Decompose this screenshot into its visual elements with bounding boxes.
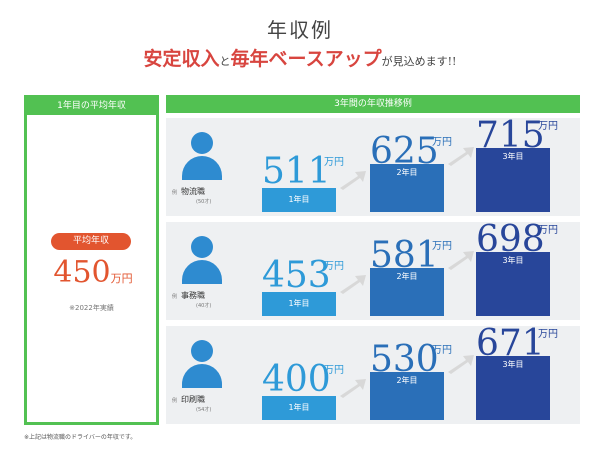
growth-arrow-icon xyxy=(446,248,476,276)
growth-arrow-icon xyxy=(446,352,476,380)
salary-unit: 万円 xyxy=(432,241,452,252)
year-1-bar: 1年目 xyxy=(262,396,336,420)
salary-unit: 万円 xyxy=(432,137,452,148)
growth-arrow-icon xyxy=(338,376,368,404)
salary-row: 例事務職 (40才) 453 万円 1年目 581 万円 2年目 698 万円 3年目 xyxy=(166,222,580,320)
year-1-salary: 511 万円 xyxy=(262,151,344,192)
role-name: 印刷職 xyxy=(181,395,206,404)
subtitle-and: と xyxy=(219,55,231,68)
example-tag: 例 xyxy=(172,398,178,404)
salary-unit: 万円 xyxy=(538,225,558,236)
subtitle-stable-income: 安定収入 xyxy=(143,48,220,70)
footer-note: ※上記は物流職のドライバーの年収です。 xyxy=(24,434,137,441)
salary-unit: 万円 xyxy=(324,261,344,272)
salary-number: 671 xyxy=(476,323,545,364)
right-panel-header: 3年間の年収推移例 xyxy=(166,95,580,113)
growth-arrow-icon xyxy=(338,272,368,300)
year-2-salary: 625 万円 xyxy=(370,131,452,172)
year-1-bar: 1年目 xyxy=(262,292,336,316)
year-3-salary: 698 万円 xyxy=(476,219,558,260)
salary-unit: 万円 xyxy=(432,345,452,356)
year-3-bar: 3年目 xyxy=(476,252,550,316)
year-2-bar: 2年目 xyxy=(370,268,444,316)
salary-number: 400 xyxy=(262,359,331,400)
salary-number: 698 xyxy=(476,219,545,260)
salary-number: 715 xyxy=(476,115,545,156)
salary-number: 581 xyxy=(370,235,439,276)
average-note: ※2022年実績 xyxy=(69,304,114,312)
year-2-bar: 2年目 xyxy=(370,372,444,420)
average-salary-unit: 万円 xyxy=(110,272,133,285)
salary-row: 例物流職 (50才) 511 万円 1年目 625 万円 2年目 715 万円 3年目 xyxy=(166,118,580,216)
subtitle-base-up: 毎年ベースアップ xyxy=(230,48,382,70)
salary-number: 625 xyxy=(370,131,439,172)
year-3-bar: 3年目 xyxy=(476,356,550,420)
average-badge: 平均年収 xyxy=(51,233,131,250)
salary-unit: 万円 xyxy=(538,329,558,340)
year-1-salary: 400 万円 xyxy=(262,359,344,400)
first-year-average-panel: 1年目の平均年収 平均年収 450万円 ※2022年実績 xyxy=(24,95,159,425)
year-1-salary: 453 万円 xyxy=(262,255,344,296)
age-label: (54才) xyxy=(196,407,212,413)
growth-arrow-icon xyxy=(338,168,368,196)
person-icon xyxy=(180,236,224,286)
example-tag: 例 xyxy=(172,294,178,300)
subtitle-expected: が見込めます!! xyxy=(381,55,457,68)
year-2-salary: 581 万円 xyxy=(370,235,452,276)
average-salary-number: 450 xyxy=(53,255,111,290)
role-label: 例印刷職 xyxy=(172,394,205,405)
year-3-salary: 671 万円 xyxy=(476,323,558,364)
example-tag: 例 xyxy=(172,190,178,196)
left-panel-header: 1年目の平均年収 xyxy=(27,98,156,115)
age-label: (50才) xyxy=(196,199,212,205)
salary-number: 530 xyxy=(370,339,439,380)
person-icon xyxy=(180,340,224,390)
role-name: 事務職 xyxy=(181,291,206,300)
person-icon xyxy=(180,132,224,182)
year-3-bar: 3年目 xyxy=(476,148,550,212)
subtitle: 安定収入と毎年ベースアップが見込めます!! xyxy=(0,44,600,71)
salary-unit: 万円 xyxy=(324,365,344,376)
year-3-salary: 715 万円 xyxy=(476,115,558,156)
age-label: (40才) xyxy=(196,303,212,309)
salary-number: 511 xyxy=(262,151,331,192)
year-2-bar: 2年目 xyxy=(370,164,444,212)
salary-number: 453 xyxy=(262,255,331,296)
page-title: 年収例 xyxy=(267,18,333,42)
salary-row: 例印刷職 (54才) 400 万円 1年目 530 万円 2年目 671 万円 3年目 xyxy=(166,326,580,424)
average-salary: 450万円 xyxy=(43,255,143,290)
growth-arrow-icon xyxy=(446,144,476,172)
year-1-bar: 1年目 xyxy=(262,188,336,212)
role-label: 例物流職 xyxy=(172,186,205,197)
year-2-salary: 530 万円 xyxy=(370,339,452,380)
salary-unit: 万円 xyxy=(538,121,558,132)
salary-unit: 万円 xyxy=(324,157,344,168)
role-name: 物流職 xyxy=(181,187,206,196)
role-label: 例事務職 xyxy=(172,290,205,301)
